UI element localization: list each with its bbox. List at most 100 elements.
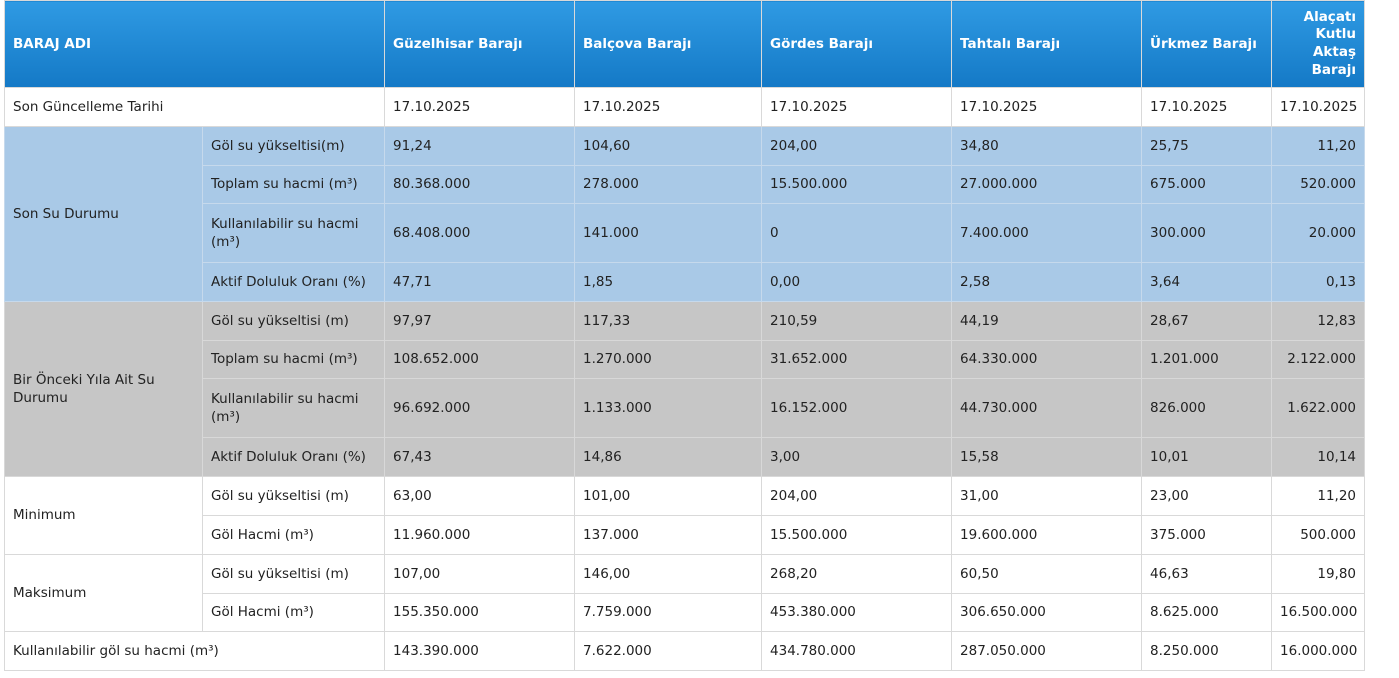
row-label: Toplam su hacmi (m³) (201, 340, 386, 379)
cell-value: 306.650.000 (951, 593, 1143, 632)
header-dam-urkmez: Ürkmez Barajı (1141, 0, 1273, 88)
cell-value: 1.201.000 (1141, 340, 1273, 379)
cell-value: 23,00 (1141, 476, 1273, 516)
section-label-previous-year: Bir Önceki Yıla Ait Su Durumu (4, 301, 203, 477)
table-row: Aktif Doluluk Oranı (%) 67,43 14,86 3,00… (5, 437, 1366, 477)
cell-value: 204,00 (761, 476, 953, 516)
section-label-current: Son Su Durumu (4, 126, 203, 302)
cell-value: 15.500.000 (761, 515, 953, 555)
cell-value: 3,64 (1141, 262, 1273, 302)
row-label: Göl su yükseltisi(m) (201, 126, 386, 166)
cell-value: 287.050.000 (951, 631, 1143, 671)
cell-value: 8.250.000 (1141, 631, 1273, 671)
cell-value: 0,13 (1271, 262, 1366, 302)
cell-value: 15.500.000 (761, 165, 953, 204)
cell-value: 826.000 (1141, 378, 1273, 438)
cell-value: 14,86 (574, 437, 763, 477)
dam-status-table: BARAJ ADI Güzelhisar Barajı Balçova Bara… (3, 0, 1366, 671)
row-label: Kullanılabilir su hacmi (m³) (201, 378, 386, 438)
table-row: Toplam su hacmi (m³) 108.652.000 1.270.0… (5, 340, 1366, 379)
cell-value: 12,83 (1271, 301, 1366, 341)
cell-value: 268,20 (761, 554, 953, 594)
row-label: Kullanılabilir göl su hacmi (m³) (3, 631, 386, 671)
cell-value: 27.000.000 (951, 165, 1143, 204)
cell-value: 675.000 (1141, 165, 1273, 204)
cell-value: 0 (761, 203, 953, 263)
row-label: Aktif Doluluk Oranı (%) (201, 262, 386, 302)
cell-value: 28,67 (1141, 301, 1273, 341)
cell-value: 1,85 (574, 262, 763, 302)
row-label: Toplam su hacmi (m³) (201, 165, 386, 204)
table-row: Minimum Göl su yükseltisi (m) 63,00 101,… (4, 476, 1366, 555)
cell-value: 16.500.000 (1271, 593, 1366, 632)
cell-value: 137.000 (574, 515, 763, 555)
cell-value: 15,58 (951, 437, 1143, 477)
row-label: Kullanılabilir su hacmi (m³) (201, 203, 386, 263)
table-row: Kullanılabilir su hacmi (m³) 68.408.000 … (5, 203, 1366, 263)
cell-value: 25,75 (1141, 126, 1273, 166)
cell-value: 17.10.2025 (1141, 87, 1273, 127)
cell-value: 19.600.000 (951, 515, 1143, 555)
table-row: Maksimum Göl su yükseltisi (m) 107,00 14… (4, 554, 1366, 632)
row-label: Göl su yükseltisi (m) (201, 476, 386, 516)
cell-value: 17.10.2025 (574, 87, 763, 127)
cell-value: 17.10.2025 (384, 87, 576, 127)
table-row: Son Su Durumu Göl su yükseltisi(m) 91,24… (4, 126, 1366, 302)
cell-value: 375.000 (1141, 515, 1273, 555)
cell-value: 3,00 (761, 437, 953, 477)
cell-value: 141.000 (574, 203, 763, 263)
cell-value: 520.000 (1271, 165, 1366, 204)
cell-value: 44.730.000 (951, 378, 1143, 438)
cell-value: 60,50 (951, 554, 1143, 594)
row-label: Göl Hacmi (m³) (201, 593, 386, 632)
cell-value: 11.960.000 (384, 515, 576, 555)
cell-value: 11,20 (1271, 476, 1366, 516)
header-dam-tahtali: Tahtalı Barajı (951, 0, 1143, 88)
cell-value: 1.133.000 (574, 378, 763, 438)
section-label-minimum: Minimum (4, 476, 203, 555)
cell-value: 117,33 (574, 301, 763, 341)
header-dam-gordes: Gördes Barajı (761, 0, 953, 88)
row-label: Aktif Doluluk Oranı (%) (201, 437, 386, 477)
row-label: Göl su yükseltisi (m) (201, 301, 386, 341)
cell-value: 434.780.000 (761, 631, 953, 671)
cell-value: 453.380.000 (761, 593, 953, 632)
cell-value: 47,71 (384, 262, 576, 302)
cell-value: 34,80 (951, 126, 1143, 166)
cell-value: 31,00 (951, 476, 1143, 516)
cell-value: 20.000 (1271, 203, 1366, 263)
cell-value: 67,43 (384, 437, 576, 477)
section-label-maximum: Maksimum (4, 554, 203, 632)
cell-value: 64.330.000 (951, 340, 1143, 379)
cell-value: 108.652.000 (384, 340, 576, 379)
table-row-update-date: Son Güncelleme Tarihi 17.10.2025 17.10.2… (3, 87, 1366, 127)
cell-value: 10,01 (1141, 437, 1273, 477)
cell-value: 17.10.2025 (761, 87, 953, 127)
cell-value: 97,97 (384, 301, 576, 341)
cell-value: 16.000.000 (1271, 631, 1366, 671)
table-row: Göl Hacmi (m³) 155.350.000 7.759.000 453… (5, 593, 1366, 632)
cell-value: 107,00 (384, 554, 576, 594)
cell-value: 155.350.000 (384, 593, 576, 632)
header-dam-name: BARAJ ADI (3, 0, 386, 88)
table-row-usable-volume: Kullanılabilir göl su hacmi (m³) 143.390… (3, 631, 1366, 671)
cell-value: 8.625.000 (1141, 593, 1273, 632)
header-dam-balcova: Balçova Barajı (574, 0, 763, 88)
table-row: Aktif Doluluk Oranı (%) 47,71 1,85 0,00 … (5, 262, 1366, 302)
header-row: BARAJ ADI Güzelhisar Barajı Balçova Bara… (3, 0, 1366, 88)
cell-value: 31.652.000 (761, 340, 953, 379)
cell-value: 7.622.000 (574, 631, 763, 671)
row-label: Göl su yükseltisi (m) (201, 554, 386, 594)
row-label: Son Güncelleme Tarihi (3, 87, 386, 127)
cell-value: 0,00 (761, 262, 953, 302)
cell-value: 80.368.000 (384, 165, 576, 204)
cell-value: 19,80 (1271, 554, 1366, 594)
cell-value: 1.622.000 (1271, 378, 1366, 438)
cell-value: 11,20 (1271, 126, 1366, 166)
header-dam-guzelhisar: Güzelhisar Barajı (384, 0, 576, 88)
cell-value: 17.10.2025 (951, 87, 1143, 127)
cell-value: 2.122.000 (1271, 340, 1366, 379)
cell-value: 10,14 (1271, 437, 1366, 477)
cell-value: 204,00 (761, 126, 953, 166)
cell-value: 16.152.000 (761, 378, 953, 438)
